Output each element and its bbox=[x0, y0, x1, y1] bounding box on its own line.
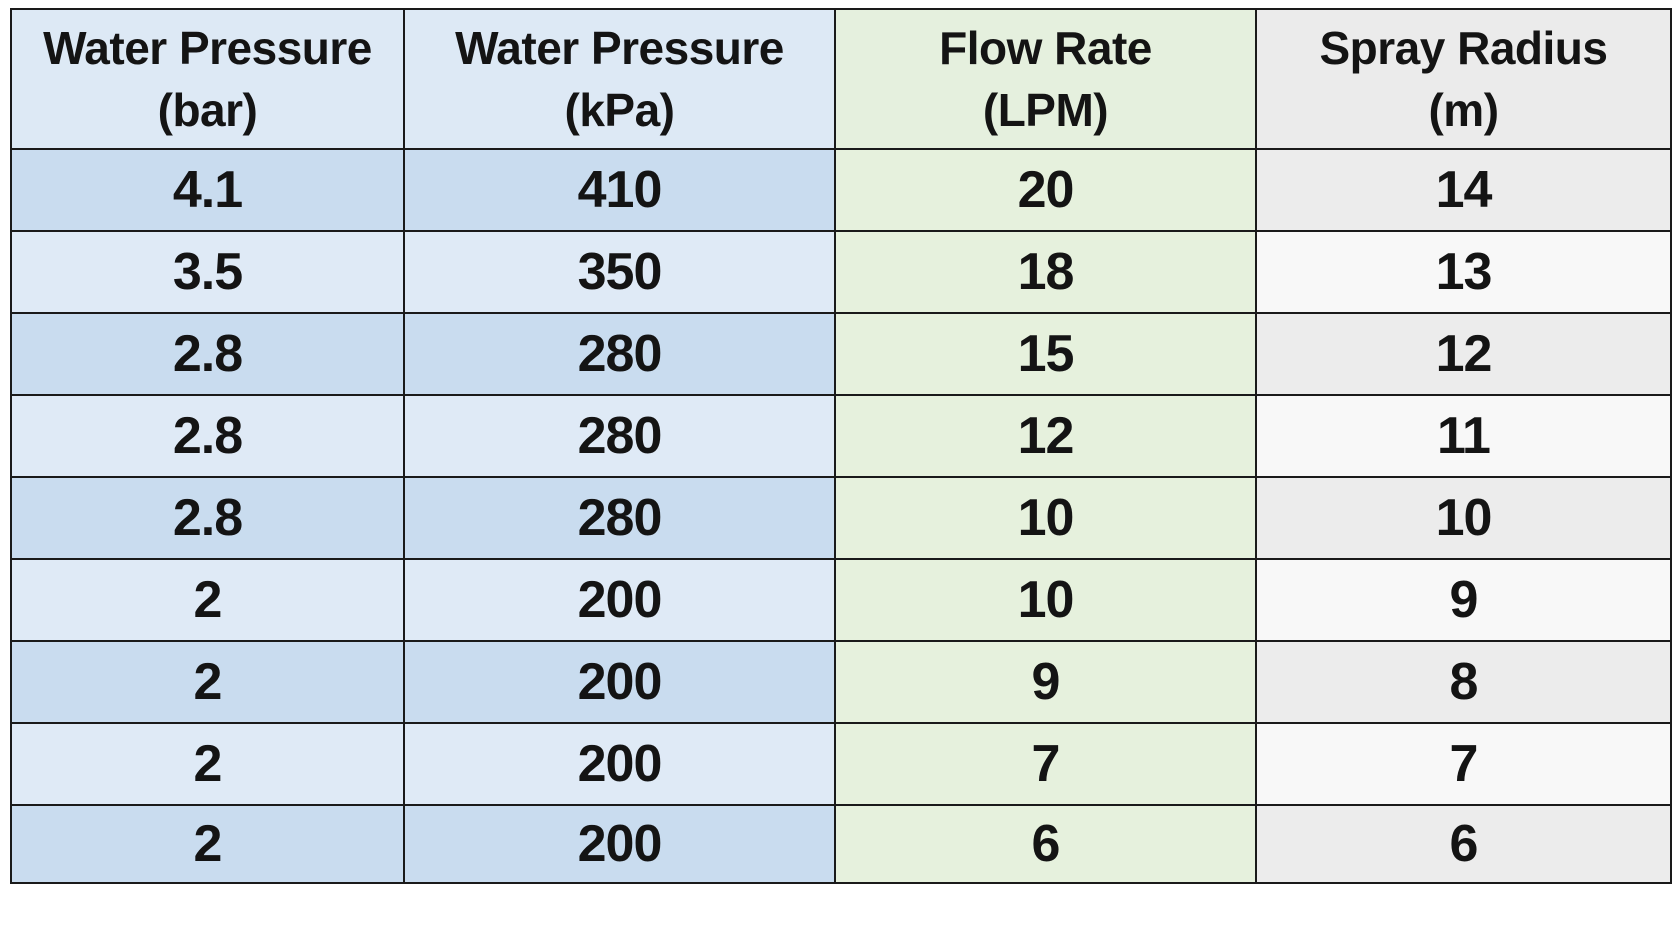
data-table-container: Water Pressure (bar) Water Pressure (kPa… bbox=[10, 8, 1672, 884]
cell-pressure-kpa: 410 bbox=[403, 148, 836, 232]
cell-pressure-bar: 2 bbox=[10, 804, 405, 884]
cell-flow-rate: 20 bbox=[834, 148, 1257, 232]
header-pressure-bar-title: Water Pressure bbox=[43, 22, 372, 74]
cell-spray-radius: 12 bbox=[1255, 312, 1672, 396]
cell-pressure-bar: 2.8 bbox=[10, 312, 405, 396]
cell-flow-rate: 9 bbox=[834, 640, 1257, 724]
cell-pressure-bar: 2 bbox=[10, 722, 405, 806]
cell-spray-radius: 6 bbox=[1255, 804, 1672, 884]
cell-pressure-bar: 2 bbox=[10, 558, 405, 642]
cell-pressure-kpa: 280 bbox=[403, 476, 836, 560]
cell-pressure-kpa: 200 bbox=[403, 804, 836, 884]
cell-pressure-bar: 4.1 bbox=[10, 148, 405, 232]
cell-flow-rate: 6 bbox=[834, 804, 1257, 884]
header-flow-rate-unit: (LPM) bbox=[982, 84, 1109, 136]
sprinkler-performance-table: Water Pressure (bar) Water Pressure (kPa… bbox=[10, 8, 1672, 884]
header-pressure-bar-unit: (bar) bbox=[157, 84, 258, 136]
cell-flow-rate: 10 bbox=[834, 558, 1257, 642]
table-row: 2 200 10 9 bbox=[10, 558, 1672, 642]
header-flow-rate-title: Flow Rate bbox=[939, 22, 1152, 74]
header-pressure-bar: Water Pressure (bar) bbox=[10, 8, 405, 150]
cell-pressure-kpa: 280 bbox=[403, 312, 836, 396]
table-row: 2.8 280 12 11 bbox=[10, 394, 1672, 478]
cell-spray-radius: 8 bbox=[1255, 640, 1672, 724]
table-row: 2 200 7 7 bbox=[10, 722, 1672, 806]
header-pressure-kpa-unit: (kPa) bbox=[564, 84, 675, 136]
table-row: 2.8 280 10 10 bbox=[10, 476, 1672, 560]
cell-pressure-kpa: 200 bbox=[403, 722, 836, 806]
header-flow-rate: Flow Rate (LPM) bbox=[834, 8, 1257, 150]
header-spray-radius-title: Spray Radius bbox=[1319, 22, 1609, 74]
cell-pressure-kpa: 280 bbox=[403, 394, 836, 478]
header-pressure-kpa: Water Pressure (kPa) bbox=[403, 8, 836, 150]
table-row: 2 200 6 6 bbox=[10, 804, 1672, 884]
cell-spray-radius: 9 bbox=[1255, 558, 1672, 642]
table-row: 3.5 350 18 13 bbox=[10, 230, 1672, 314]
cell-flow-rate: 15 bbox=[834, 312, 1257, 396]
table-row: 2.8 280 15 12 bbox=[10, 312, 1672, 396]
header-spray-radius: Spray Radius (m) bbox=[1255, 8, 1672, 150]
header-spray-radius-unit: (m) bbox=[1428, 84, 1499, 136]
cell-flow-rate: 10 bbox=[834, 476, 1257, 560]
cell-pressure-bar: 2.8 bbox=[10, 394, 405, 478]
table-row: 4.1 410 20 14 bbox=[10, 148, 1672, 232]
cell-flow-rate: 7 bbox=[834, 722, 1257, 806]
cell-pressure-kpa: 200 bbox=[403, 640, 836, 724]
cell-spray-radius: 10 bbox=[1255, 476, 1672, 560]
table-row: 2 200 9 8 bbox=[10, 640, 1672, 724]
cell-pressure-bar: 2 bbox=[10, 640, 405, 724]
cell-pressure-bar: 3.5 bbox=[10, 230, 405, 314]
cell-spray-radius: 7 bbox=[1255, 722, 1672, 806]
cell-flow-rate: 12 bbox=[834, 394, 1257, 478]
header-row: Water Pressure (bar) Water Pressure (kPa… bbox=[10, 8, 1672, 150]
cell-pressure-kpa: 200 bbox=[403, 558, 836, 642]
cell-spray-radius: 14 bbox=[1255, 148, 1672, 232]
header-pressure-kpa-title: Water Pressure bbox=[455, 22, 784, 74]
cell-spray-radius: 11 bbox=[1255, 394, 1672, 478]
cell-pressure-kpa: 350 bbox=[403, 230, 836, 314]
cell-spray-radius: 13 bbox=[1255, 230, 1672, 314]
cell-pressure-bar: 2.8 bbox=[10, 476, 405, 560]
cell-flow-rate: 18 bbox=[834, 230, 1257, 314]
